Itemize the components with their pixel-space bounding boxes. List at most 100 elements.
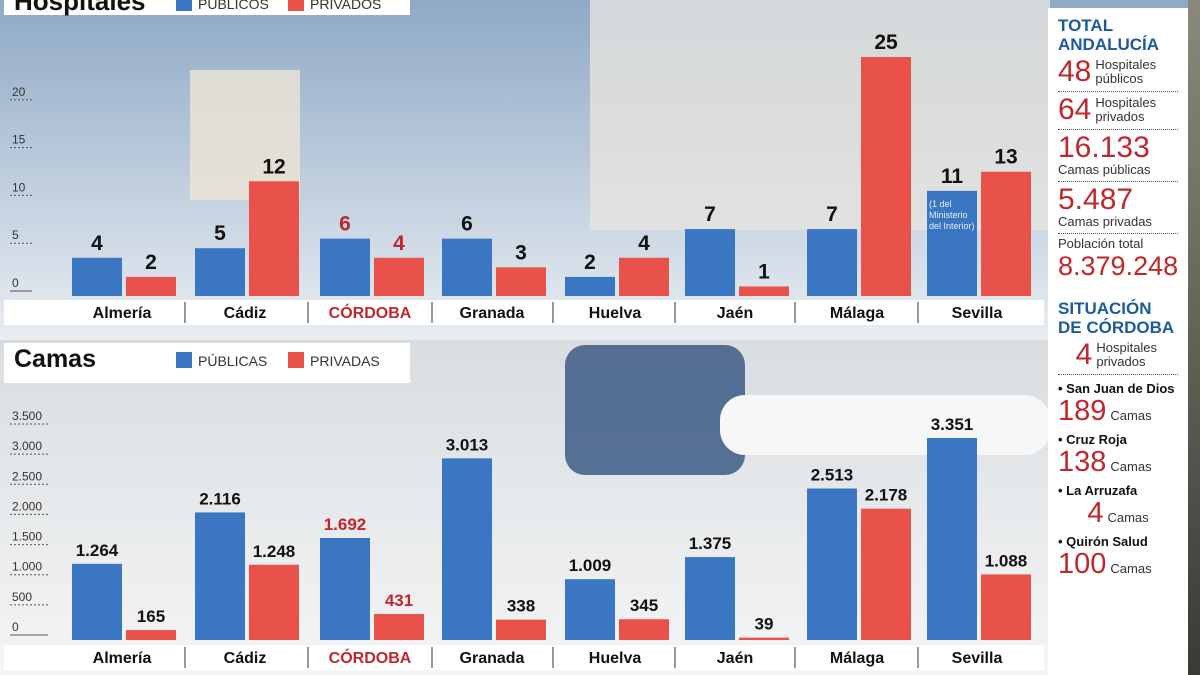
y-tick-label: 2.500 — [12, 469, 42, 483]
category-label: Almería — [93, 650, 152, 667]
category-label: Cádiz — [224, 305, 267, 322]
category-label: CÓRDOBA — [329, 648, 412, 667]
data-label: 6 — [339, 213, 351, 236]
category-label: Sevilla — [952, 650, 1003, 667]
category-label: Sevilla — [952, 305, 1003, 322]
category-label: Málaga — [830, 305, 884, 322]
data-label: 3 — [515, 241, 527, 264]
category-label: Jaén — [717, 305, 753, 322]
y-tick-label: 3.000 — [12, 439, 42, 453]
data-label: 1.692 — [324, 515, 367, 534]
y-tick-label: 500 — [12, 590, 32, 604]
beds-unit: Camas — [1110, 459, 1152, 474]
category-label: Huelva — [589, 650, 642, 667]
legend-swatch — [176, 352, 192, 368]
bar-private — [374, 257, 424, 296]
data-label: 3.351 — [931, 415, 974, 434]
legend-label: PÚBLICOS — [198, 0, 269, 12]
y-tick-label: 1.000 — [12, 560, 42, 574]
data-label: 4 — [393, 232, 405, 255]
hospital-beds: 189 — [1058, 395, 1107, 427]
stat-value: 5.487 — [1058, 183, 1134, 216]
y-tick-label: 1.500 — [12, 530, 42, 544]
data-label: 6 — [461, 213, 473, 236]
y-tick-label: 15 — [12, 133, 26, 147]
category-label: Huelva — [589, 305, 642, 322]
chart-title: Hospitales — [14, 0, 146, 16]
stat-value: 8.379.248 — [1058, 251, 1179, 281]
data-label: 345 — [630, 596, 658, 615]
cordoba-private-stat: 4 Hospitales privados — [1058, 337, 1178, 375]
data-label: 2 — [145, 251, 157, 274]
stat-value: 16.133 — [1058, 131, 1150, 164]
data-label: 1.264 — [76, 541, 119, 560]
stat-label: Hospitales públicos — [1095, 57, 1157, 86]
bar-private — [981, 171, 1031, 296]
hospital-name: Cruz Roja — [1058, 432, 1178, 447]
stat-label: Hospitales privados — [1096, 340, 1158, 369]
bar-private — [374, 614, 424, 640]
bar-private — [619, 619, 669, 640]
bar-private — [619, 257, 669, 296]
data-label: 2 — [584, 251, 596, 274]
bar-private — [496, 619, 546, 640]
data-label: 1.375 — [689, 534, 732, 553]
bar-public — [927, 437, 977, 640]
category-axis — [4, 300, 1044, 325]
bar-private — [861, 57, 911, 296]
chart-title-box — [4, 0, 410, 15]
bar-private — [126, 630, 176, 640]
bar-public — [442, 458, 492, 640]
bar-public — [320, 537, 370, 640]
data-label: 1 — [758, 260, 770, 283]
bar-private — [249, 564, 299, 640]
sidebar: TOTAL ANDALUCÍA 48 Hospitales públicos 64 H… — [1048, 8, 1188, 675]
legend-label: PÚBLICAS — [198, 353, 267, 369]
bar-public — [442, 238, 492, 296]
chart-title: Camas — [14, 345, 96, 373]
bar-private — [739, 637, 789, 640]
data-label: 7 — [704, 203, 716, 226]
data-label: 2.116 — [199, 489, 241, 508]
legend-swatch — [176, 0, 192, 11]
category-axis — [4, 645, 1044, 670]
bar-annotation: (1 del Ministerio del Interior) — [929, 199, 975, 231]
y-tick-label: 10 — [12, 180, 26, 194]
y-tick-label: 20 — [12, 85, 26, 99]
hospital-name: La Arruzafa — [1058, 483, 1178, 498]
bar-private — [981, 574, 1031, 640]
category-label: Cádiz — [224, 650, 267, 667]
category-label: Almería — [93, 305, 152, 322]
bar-public — [565, 276, 615, 296]
bar-public — [565, 579, 615, 640]
bar-private — [496, 267, 546, 296]
stat-value: 4 — [1075, 338, 1093, 371]
data-label: 11 — [941, 165, 964, 188]
beds-unit: Camas — [1110, 408, 1152, 423]
bar-public — [195, 248, 245, 296]
bar-public — [72, 563, 122, 640]
hospital-beds: 100 — [1058, 548, 1107, 580]
legend-swatch — [288, 352, 304, 368]
stat-item: 64 Hospitales privados — [1058, 92, 1178, 130]
category-label: Jaén — [717, 650, 753, 667]
photo-edge — [1188, 0, 1200, 675]
bar-public — [195, 512, 245, 640]
y-tick-label: 5 — [12, 228, 19, 242]
y-tick-label: 0 — [12, 276, 19, 290]
legend-label: PRIVADOS — [310, 0, 381, 12]
stat-item: 16.133 Camas públicas — [1058, 130, 1178, 182]
bar-public — [685, 229, 735, 296]
chart-title-box — [4, 343, 410, 383]
data-label: 3.013 — [446, 435, 489, 454]
data-label: 1.088 — [985, 551, 1028, 570]
data-label: 1.248 — [253, 542, 296, 561]
data-label: 13 — [994, 146, 1017, 169]
stat-item: 48 Hospitales públicos — [1058, 54, 1178, 92]
bar-public — [72, 257, 122, 296]
